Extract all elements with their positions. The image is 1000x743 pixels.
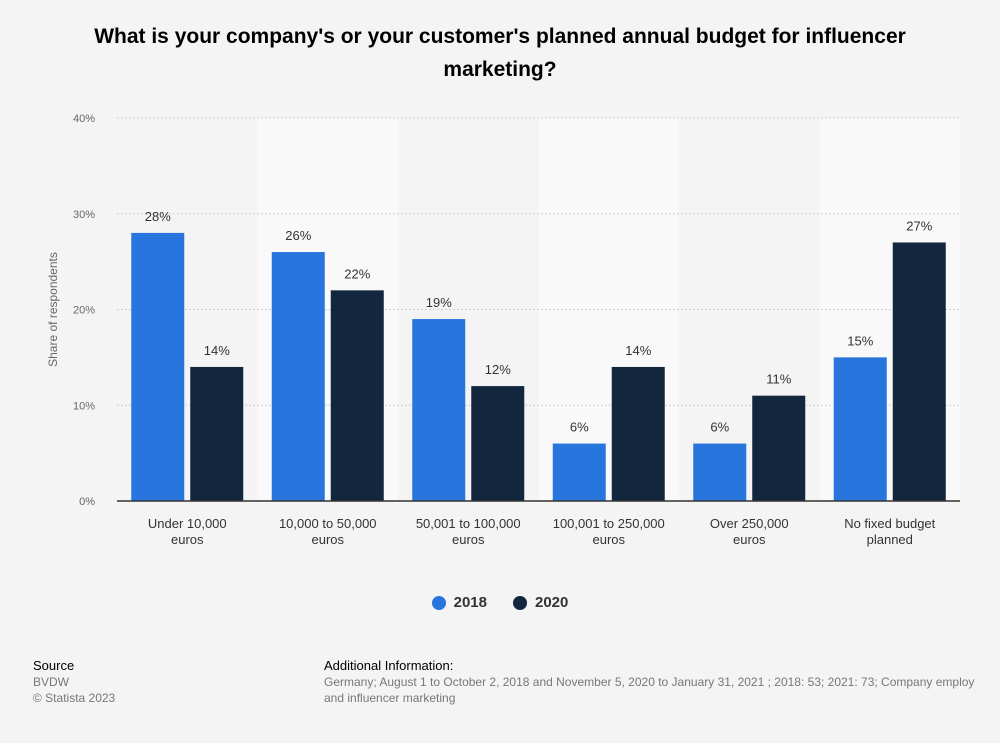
bar-chart: 0% 10% 20% 30% 40% Share of respondents 28% 14%… <box>46 113 960 547</box>
data-label: 15% <box>847 333 873 348</box>
bar-2018 <box>693 443 747 501</box>
data-label: 27% <box>906 218 932 233</box>
additional-info-line: Germany; August 1 to October 2, 2018 and… <box>324 675 975 689</box>
legend-item-2018[interactable]: 2018 <box>431 594 487 611</box>
legend-marker-2018 <box>431 595 446 610</box>
chart-title: What is your company's or your customer'… <box>94 25 906 81</box>
x-tick-label: euros <box>592 532 625 547</box>
bar-2020 <box>611 366 665 501</box>
bar-2018 <box>131 232 185 501</box>
data-label: 14% <box>625 343 651 358</box>
x-tick-label: euros <box>311 532 344 547</box>
source-block: Source BVDW © Statista 2023 <box>33 658 115 706</box>
legend-label-2018: 2018 <box>453 594 487 611</box>
data-label: 22% <box>344 266 370 281</box>
x-tick-label: planned <box>867 532 913 547</box>
bar-2020 <box>752 395 806 501</box>
data-label: 28% <box>145 209 171 224</box>
y-tick-label: 30% <box>73 209 95 221</box>
data-label: 26% <box>285 228 311 243</box>
x-tick-label: 10,000 to 50,000 <box>279 516 377 531</box>
bar-2020 <box>892 242 946 501</box>
bar-2020 <box>471 386 525 501</box>
data-label: 12% <box>485 362 511 377</box>
bar-2018 <box>412 319 466 501</box>
legend-item-2020[interactable]: 2020 <box>513 594 568 611</box>
legend: 2018 2020 <box>0 594 1000 611</box>
legend-marker-2020 <box>513 595 527 610</box>
x-tick-label: 50,001 to 100,000 <box>416 516 521 531</box>
data-label: 11% <box>766 372 791 387</box>
x-tick-label: Under 10,000 <box>148 516 227 531</box>
y-tick-label: 40% <box>73 113 95 125</box>
additional-info-block: Additional Information: Germany; August … <box>324 658 1000 706</box>
additional-info-heading: Additional Information: <box>324 658 454 673</box>
x-tick-label: euros <box>733 532 766 547</box>
additional-info-line: and influencer marketing <box>324 691 456 705</box>
y-tick-label: 20% <box>73 305 95 317</box>
y-tick-label: 0% <box>79 496 95 508</box>
data-label: 6% <box>710 420 729 435</box>
y-tick-label: 10% <box>73 400 95 412</box>
copyright-line: © Statista 2023 <box>33 691 116 705</box>
data-label: 19% <box>426 295 452 310</box>
bar-2018 <box>833 357 887 501</box>
data-label: 14% <box>204 343 230 358</box>
x-tick-label: 100,001 to 250,000 <box>553 516 665 531</box>
source-heading: Source <box>33 658 75 673</box>
bar-2018 <box>552 443 606 501</box>
legend-label-2020: 2020 <box>535 594 569 611</box>
x-tick-label: No fixed budget <box>844 516 935 531</box>
data-label: 6% <box>570 420 589 435</box>
source-line[interactable]: BVDW <box>33 675 69 689</box>
x-tick-label: euros <box>171 532 204 547</box>
bar-2020 <box>330 290 384 501</box>
bar-2018 <box>271 252 325 501</box>
x-tick-label: Over 250,000 <box>710 516 789 531</box>
x-tick-label: euros <box>452 532 485 547</box>
bar-2020 <box>190 366 244 501</box>
y-axis-label: Share of respondents <box>46 252 60 367</box>
